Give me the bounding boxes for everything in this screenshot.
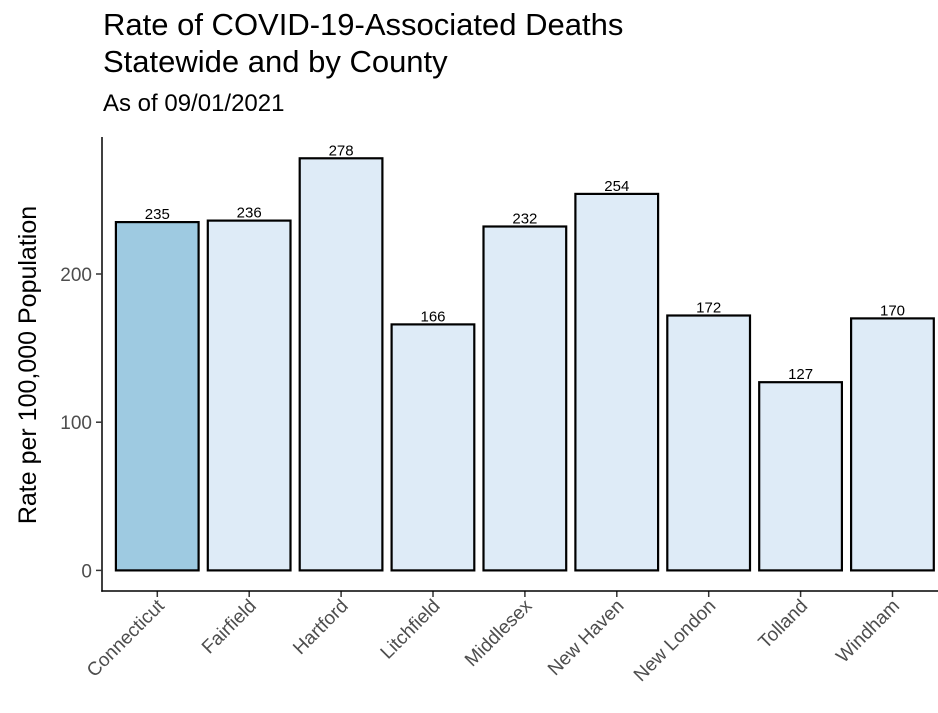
x-tick-label-litchfield: Litchfield xyxy=(377,596,445,664)
chart-title-line-2: Statewide and by County xyxy=(103,44,448,79)
y-axis-title: Rate per 100,000 Population xyxy=(14,206,42,524)
chart-title-line-1: Rate of COVID-19-Associated Deaths xyxy=(103,7,624,42)
bar-new-london xyxy=(666,314,752,572)
data-label-hartford: 278 xyxy=(329,142,354,159)
bar-middlesex xyxy=(482,225,568,572)
bar-litchfield xyxy=(390,323,476,572)
data-label-tolland: 127 xyxy=(788,366,813,383)
bar-tolland xyxy=(758,381,844,572)
x-tick-label-tolland: Tolland xyxy=(755,596,812,653)
x-tick-label-new-london: New London xyxy=(630,596,720,686)
x-tick-label-middlesex: Middlesex xyxy=(461,595,537,671)
data-label-new-london: 172 xyxy=(696,300,721,317)
bar-hartford xyxy=(298,157,384,572)
bar-connecticut xyxy=(114,221,200,572)
x-tick-label-hartford: Hartford xyxy=(289,596,352,659)
x-tick-label-new-haven: New Haven xyxy=(544,596,628,680)
x-tick-label-windham: Windham xyxy=(832,596,904,668)
data-label-windham: 170 xyxy=(880,302,905,319)
data-label-connecticut: 235 xyxy=(145,206,170,223)
data-label-new-haven: 254 xyxy=(604,178,629,195)
x-tick-label-connecticut: Connecticut xyxy=(83,595,169,681)
data-label-fairfield: 236 xyxy=(237,205,262,222)
bar-fairfield xyxy=(206,219,292,572)
chart-subtitle: As of 09/01/2021 xyxy=(103,90,285,117)
chart-title: Rate of COVID-19-Associated Deaths State… xyxy=(103,6,623,80)
bar-windham xyxy=(849,317,935,572)
y-tick-label: 0 xyxy=(81,561,92,582)
data-label-middlesex: 232 xyxy=(512,211,537,228)
bars-layer: 235 236 278 166 232 254 172 127 170 xyxy=(114,142,935,572)
x-tick-label-fairfield: Fairfield xyxy=(198,596,261,659)
y-tick-label: 200 xyxy=(60,265,92,286)
bar-new-haven xyxy=(574,192,660,572)
data-label-litchfield: 166 xyxy=(420,308,445,325)
y-tick-label: 100 xyxy=(60,413,92,434)
